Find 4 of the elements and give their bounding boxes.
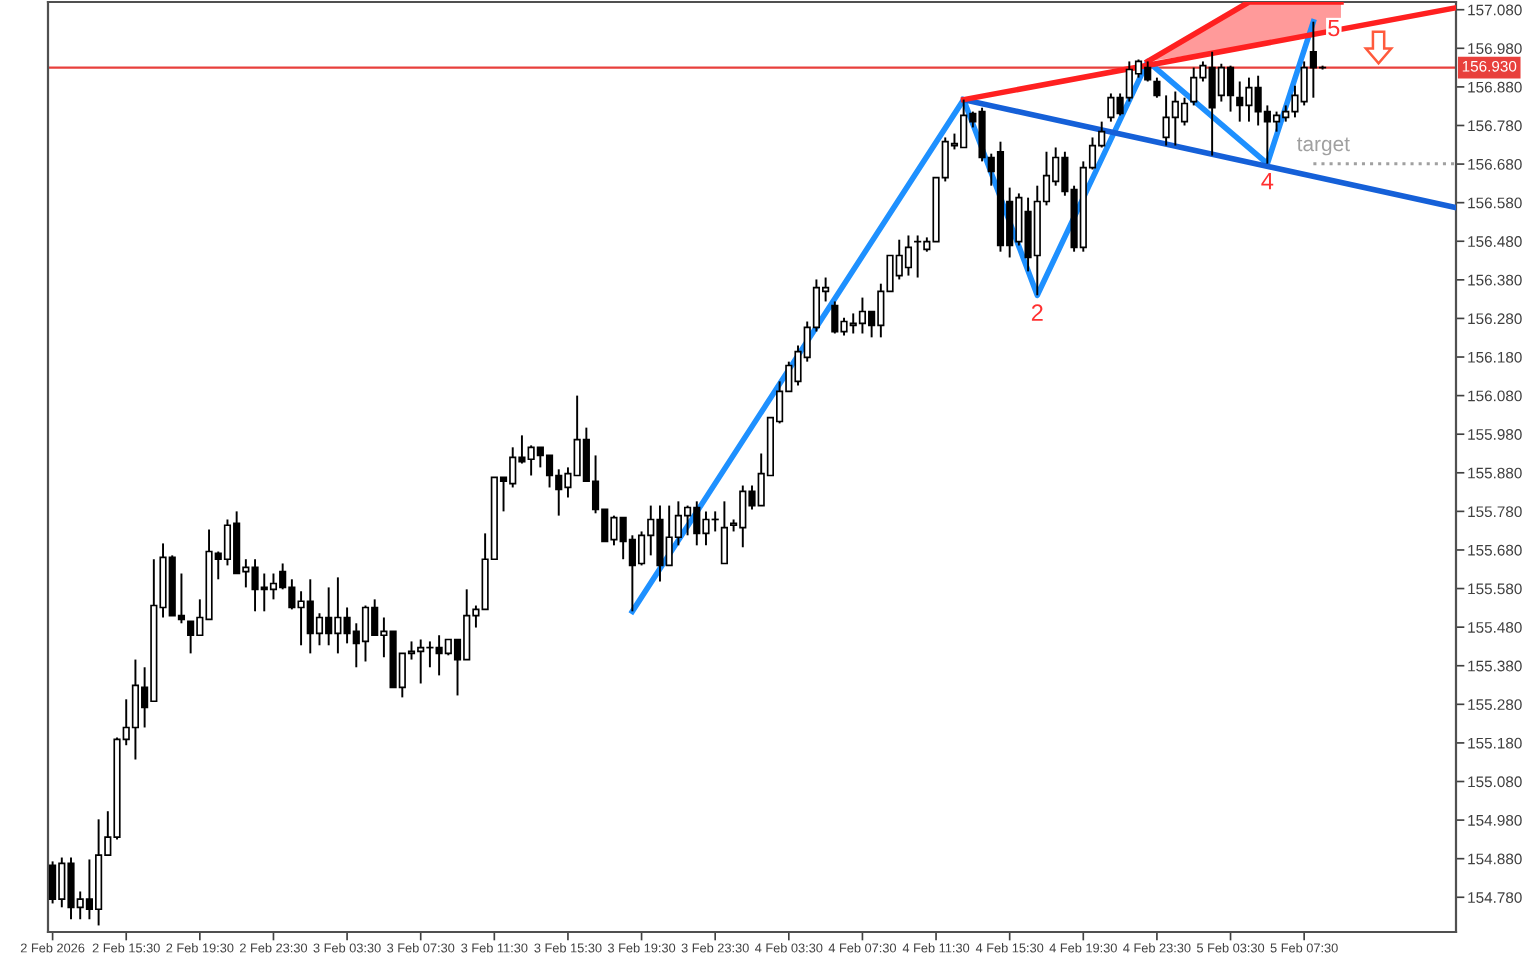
annotation: 2 (1031, 304, 1043, 321)
annotation: 4 (1261, 172, 1274, 190)
series-label: target (1297, 137, 1350, 156)
annotation: 5 (1328, 19, 1340, 37)
